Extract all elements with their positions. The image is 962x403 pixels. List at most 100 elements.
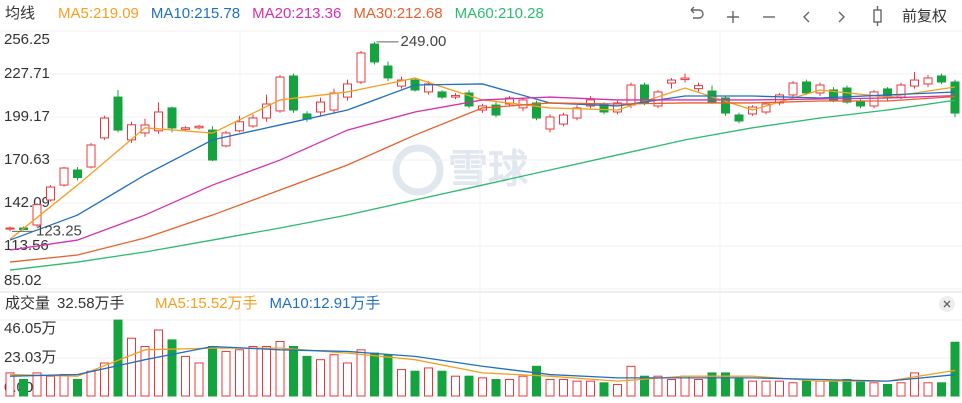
candle-body bbox=[194, 125, 204, 129]
candle-body bbox=[451, 95, 460, 98]
volume-bar bbox=[815, 380, 825, 397]
volume-bar bbox=[73, 378, 82, 397]
candle-body bbox=[221, 132, 231, 147]
volume-bar bbox=[424, 367, 433, 397]
volume-bar bbox=[329, 354, 339, 397]
volume-bar bbox=[59, 374, 69, 397]
candle-body bbox=[856, 100, 865, 107]
candle-body bbox=[788, 82, 798, 96]
volume-bar bbox=[896, 382, 906, 397]
volume-bar bbox=[883, 383, 892, 397]
ma-line bbox=[9, 99, 956, 271]
volume-bar bbox=[505, 378, 514, 397]
volume-bar bbox=[532, 365, 541, 397]
candle-body bbox=[424, 83, 433, 93]
max-label: 249.00 bbox=[401, 33, 447, 50]
volume-bar bbox=[302, 355, 312, 397]
volume-bar bbox=[356, 349, 366, 397]
volume-bar bbox=[856, 380, 865, 397]
candle-body bbox=[329, 92, 339, 111]
volume-bar bbox=[613, 383, 622, 397]
legend-entry: MA5:219.09 bbox=[58, 5, 139, 22]
candle-body bbox=[46, 186, 55, 201]
volume-bar bbox=[667, 378, 676, 397]
volume-bar bbox=[869, 382, 879, 397]
volume-bar bbox=[316, 359, 325, 397]
volume-bar bbox=[950, 341, 960, 397]
volume-bar bbox=[802, 380, 811, 397]
volume-bar bbox=[100, 362, 109, 397]
candle-body bbox=[73, 169, 82, 179]
volume-bar bbox=[464, 375, 474, 397]
volume-bar bbox=[842, 378, 852, 397]
volume-bar bbox=[451, 375, 460, 397]
volume-bar bbox=[32, 372, 42, 397]
volume-bar bbox=[397, 369, 406, 397]
volume-bar bbox=[86, 370, 96, 397]
candle-body bbox=[761, 103, 771, 113]
y-tick-label: 23.03万 bbox=[4, 349, 57, 366]
volume-bar bbox=[370, 352, 379, 397]
candle-body bbox=[667, 79, 676, 84]
adjust-button[interactable]: 前复权 bbox=[902, 7, 947, 25]
volume-bar bbox=[788, 382, 798, 397]
legend-entry: MA10:12.91万手 bbox=[270, 295, 381, 312]
volume-bar bbox=[640, 375, 649, 397]
ma-line bbox=[9, 347, 956, 382]
candle-body bbox=[842, 87, 852, 103]
toolbar: 前复权 bbox=[690, 6, 947, 26]
volume-bar bbox=[761, 380, 771, 397]
volume-bar bbox=[491, 378, 501, 397]
candle-body bbox=[910, 79, 919, 87]
volume-bar bbox=[113, 319, 123, 397]
candle-body bbox=[559, 114, 568, 125]
volume-bar bbox=[680, 375, 690, 397]
volume-bar bbox=[208, 345, 217, 397]
volume-bar bbox=[653, 375, 663, 397]
candle-body bbox=[343, 83, 352, 98]
close-volume-button[interactable] bbox=[939, 296, 955, 312]
candle-body bbox=[383, 65, 393, 79]
volume-bar bbox=[167, 339, 177, 397]
candle-body bbox=[154, 111, 163, 132]
legend-entry: MA30:212.68 bbox=[353, 5, 442, 22]
candle-body bbox=[734, 114, 744, 122]
candle-body bbox=[950, 81, 960, 114]
candle-toggle-button[interactable] bbox=[873, 6, 882, 26]
ma-line bbox=[9, 345, 956, 382]
candle-body bbox=[626, 84, 636, 106]
reset-button[interactable] bbox=[690, 6, 704, 19]
candle-body bbox=[680, 77, 690, 81]
volume-bar bbox=[734, 377, 744, 397]
min-label: 123.25 bbox=[36, 222, 82, 239]
candle-body bbox=[572, 107, 582, 119]
candle-body bbox=[248, 117, 258, 127]
zoom-in-button[interactable] bbox=[727, 11, 739, 23]
next-button[interactable] bbox=[838, 11, 845, 23]
volume-bar bbox=[923, 382, 933, 397]
volume-bar bbox=[694, 378, 703, 397]
candle-body bbox=[721, 97, 730, 114]
candle-body bbox=[356, 52, 366, 83]
volume-bar bbox=[478, 377, 487, 397]
candle-body bbox=[802, 81, 811, 94]
y-tick-label: 170.63 bbox=[4, 151, 50, 168]
volume-bar bbox=[289, 345, 298, 397]
candle-body bbox=[113, 96, 123, 131]
candle-body bbox=[140, 124, 150, 134]
volume-bar bbox=[181, 355, 190, 397]
candle-body bbox=[532, 102, 541, 119]
candle-body bbox=[5, 227, 15, 230]
volume-bar bbox=[275, 341, 285, 397]
volume-bar bbox=[343, 362, 352, 397]
watermark-text: 雪球 bbox=[448, 148, 529, 192]
volume-bar bbox=[154, 329, 163, 397]
candle-body bbox=[235, 121, 244, 132]
volume-bar bbox=[235, 349, 244, 397]
candle-body bbox=[937, 75, 946, 83]
volume-bar bbox=[248, 345, 258, 397]
volume-bar bbox=[437, 370, 447, 397]
prev-button[interactable] bbox=[803, 11, 810, 23]
volume-bar bbox=[721, 372, 730, 397]
candle-body bbox=[289, 75, 298, 111]
